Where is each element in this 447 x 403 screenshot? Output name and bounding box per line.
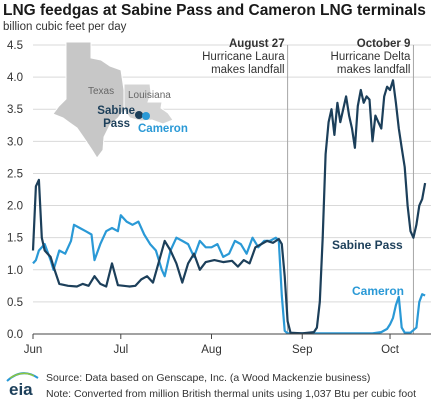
annotation-text: makes landfall — [211, 64, 285, 76]
louisiana-label: Louisiana — [128, 90, 171, 101]
sabine-pass-series-label: Sabine Pass — [332, 238, 403, 252]
x-tick-label: Oct — [381, 344, 400, 356]
y-tick-label: 2.5 — [7, 168, 23, 180]
texas-label: Texas — [88, 86, 114, 97]
y-tick-label: 4.0 — [7, 72, 23, 84]
series-lines — [31, 79, 427, 335]
sabine-map-label-1: Sabine — [97, 105, 135, 117]
y-tick-label: 4.5 — [7, 40, 23, 52]
annotation-text: Hurricane Delta — [331, 51, 411, 63]
eia-logo: eia — [6, 372, 39, 399]
svg-text:eia: eia — [9, 380, 33, 399]
annotation-text: Hurricane Laura — [202, 51, 285, 63]
y-tick-label: 1.5 — [7, 233, 23, 245]
series-line-sabine-pass — [31, 79, 427, 335]
cameron-marker — [142, 112, 150, 120]
sabine-pass-marker — [135, 111, 143, 119]
y-tick-labels: 0.0 0.5 1.0 1.5 2.0 2.5 3.0 3.5 4.0 4.5 — [7, 40, 23, 341]
y-axis-label: billion cubic feet per day — [3, 21, 127, 33]
y-tick-label: 2.0 — [7, 201, 23, 213]
inset-map: Texas Louisiana Sabine Pass Cameron — [52, 41, 188, 159]
annotation-text: October 9 — [357, 38, 411, 50]
cameron-series-label: Cameron — [352, 284, 404, 298]
x-tick-label: Jun — [24, 344, 43, 356]
sabine-map-label-2: Pass — [103, 118, 130, 130]
x-tick-label: Aug — [201, 344, 221, 356]
source-note: Source: Data based on Genscape, Inc. (a … — [46, 372, 371, 384]
cameron-map-label: Cameron — [138, 123, 188, 135]
annotation-text: makes landfall — [337, 64, 411, 76]
y-tick-label: 3.5 — [7, 104, 23, 116]
y-tick-label: 0.0 — [7, 329, 23, 341]
y-tick-label: 1.0 — [7, 265, 23, 277]
y-tick-label: 0.5 — [7, 297, 23, 309]
texas-shape — [52, 41, 125, 159]
conversion-note: Note: Converted from million British the… — [46, 388, 417, 400]
y-tick-label: 3.0 — [7, 136, 23, 148]
annotation-text: August 27 — [229, 38, 285, 50]
x-tick-label: Jul — [113, 344, 128, 356]
x-tick-labels: Jun Jul Aug Sep Oct — [24, 334, 400, 356]
x-tick-label: Sep — [292, 344, 312, 356]
series-line-cameron — [32, 214, 426, 335]
chart-title: LNG feedgas at Sabine Pass and Cameron L… — [3, 2, 426, 19]
